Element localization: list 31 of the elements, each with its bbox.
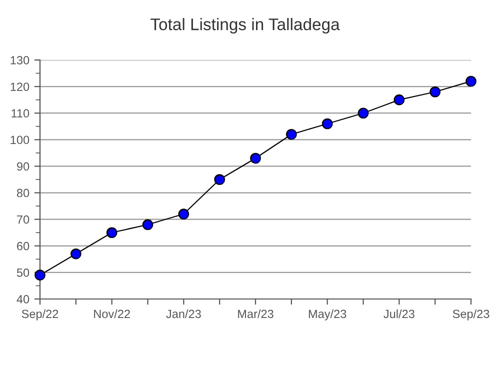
- point: [214, 174, 225, 185]
- chart-title: Total Listings in Talladega: [150, 18, 340, 34]
- y-tick-label: 50: [16, 268, 30, 277]
- x-tick-label: Sep/23: [452, 309, 490, 320]
- x-tick-label: Jan/23: [166, 309, 201, 318]
- y-tick-label: 90: [17, 162, 30, 171]
- y-tick-label: 70: [17, 215, 30, 224]
- point: [322, 118, 333, 130]
- x-tick-label: Nov/22: [94, 309, 130, 318]
- y-tick-label: 80: [16, 188, 30, 198]
- point: [286, 128, 297, 140]
- point: [250, 152, 261, 164]
- x-tick-label: May/23: [308, 309, 346, 320]
- point: [466, 76, 476, 87]
- y-tick-label: 120: [10, 82, 30, 91]
- y-tick-label: 100: [10, 136, 30, 144]
- point: [394, 94, 405, 106]
- x-tick-label: Sep/22: [22, 309, 58, 320]
- point: [34, 270, 46, 281]
- y-tick-label: 60: [17, 242, 30, 250]
- y-tick-label: 40: [16, 295, 30, 304]
- x-tick-label: Mar/23: [238, 309, 274, 318]
- point: [178, 208, 190, 220]
- point: [142, 219, 154, 230]
- point: [70, 248, 82, 260]
- point: [358, 108, 369, 119]
- y-tick-label: 130: [10, 56, 30, 64]
- point: [106, 227, 118, 238]
- point: [430, 86, 440, 98]
- x-tick-label: Jul/23: [384, 309, 414, 318]
- y-tick-label: 110: [12, 109, 30, 118]
